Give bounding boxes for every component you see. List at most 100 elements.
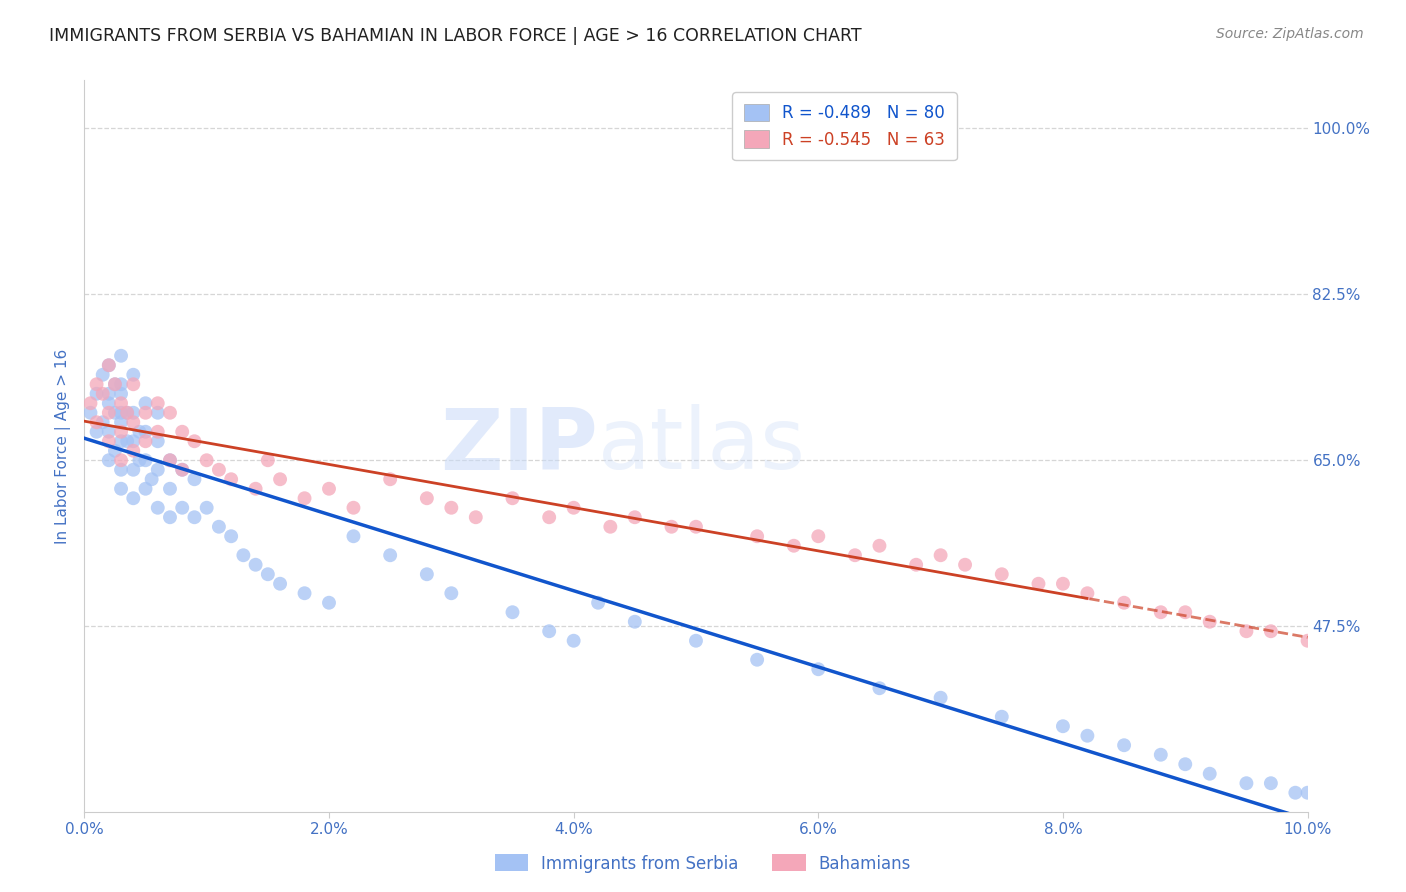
Point [416, 491, 439, 506]
Point [318, 482, 340, 496]
Point [502, 605, 524, 619]
Point [172, 500, 194, 515]
Point [86, 377, 108, 392]
Point [869, 681, 891, 696]
Point [135, 406, 157, 420]
Point [380, 548, 402, 562]
Point [269, 576, 291, 591]
Point [122, 491, 145, 506]
Point [807, 529, 830, 543]
Point [1236, 624, 1258, 639]
Point [219, 529, 242, 543]
Point [464, 510, 486, 524]
Point [1174, 757, 1197, 772]
Point [104, 443, 127, 458]
Point [929, 548, 952, 562]
Point [1236, 776, 1258, 790]
Point [97, 386, 120, 401]
Point [86, 425, 108, 439]
Point [183, 510, 205, 524]
Point [208, 463, 231, 477]
Point [110, 463, 132, 477]
Point [905, 558, 928, 572]
Point [135, 482, 157, 496]
Point [1198, 615, 1220, 629]
Point [79, 396, 101, 410]
Text: IMMIGRANTS FROM SERBIA VS BAHAMIAN IN LABOR FORCE | AGE > 16 CORRELATION CHART: IMMIGRANTS FROM SERBIA VS BAHAMIAN IN LA… [49, 27, 862, 45]
Point [1076, 729, 1098, 743]
Point [146, 434, 169, 449]
Point [135, 434, 157, 449]
Point [208, 520, 231, 534]
Point [685, 520, 707, 534]
Point [104, 406, 127, 420]
Point [172, 463, 194, 477]
Text: ZIP: ZIP [440, 404, 598, 488]
Point [115, 406, 138, 420]
Point [1028, 576, 1050, 591]
Point [122, 463, 145, 477]
Point [661, 520, 683, 534]
Point [115, 406, 138, 420]
Point [122, 377, 145, 392]
Point [1114, 738, 1136, 752]
Point [232, 548, 254, 562]
Point [245, 558, 267, 572]
Point [146, 463, 169, 477]
Point [257, 453, 280, 467]
Point [195, 500, 218, 515]
Point [844, 548, 866, 562]
Point [807, 662, 830, 676]
Point [91, 368, 114, 382]
Point [97, 453, 120, 467]
Point [183, 472, 205, 486]
Point [146, 425, 169, 439]
Point [122, 434, 145, 449]
Point [115, 434, 138, 449]
Point [318, 596, 340, 610]
Point [110, 406, 132, 420]
Point [110, 482, 132, 496]
Point [135, 425, 157, 439]
Text: Source: ZipAtlas.com: Source: ZipAtlas.com [1216, 27, 1364, 41]
Point [1198, 766, 1220, 780]
Point [783, 539, 806, 553]
Point [538, 624, 561, 639]
Point [110, 349, 132, 363]
Point [159, 482, 181, 496]
Point [146, 396, 169, 410]
Point [97, 358, 120, 372]
Point [110, 396, 132, 410]
Legend: Immigrants from Serbia, Bahamians: Immigrants from Serbia, Bahamians [488, 847, 918, 880]
Point [747, 529, 769, 543]
Point [97, 396, 120, 410]
Point [110, 453, 132, 467]
Point [1284, 786, 1306, 800]
Point [110, 377, 132, 392]
Point [586, 596, 609, 610]
Point [294, 586, 316, 600]
Point [141, 472, 163, 486]
Point [128, 425, 150, 439]
Point [104, 377, 127, 392]
Point [257, 567, 280, 582]
Point [929, 690, 952, 705]
Point [110, 425, 132, 439]
Y-axis label: In Labor Force | Age > 16: In Labor Force | Age > 16 [55, 349, 72, 543]
Point [97, 434, 120, 449]
Point [1150, 605, 1173, 619]
Point [219, 472, 242, 486]
Point [110, 415, 132, 429]
Point [159, 510, 181, 524]
Point [1260, 624, 1282, 639]
Point [122, 368, 145, 382]
Point [110, 434, 132, 449]
Point [1296, 786, 1319, 800]
Point [172, 425, 194, 439]
Point [991, 710, 1014, 724]
Point [128, 453, 150, 467]
Point [953, 558, 976, 572]
Point [135, 453, 157, 467]
Point [342, 529, 364, 543]
Point [110, 386, 132, 401]
